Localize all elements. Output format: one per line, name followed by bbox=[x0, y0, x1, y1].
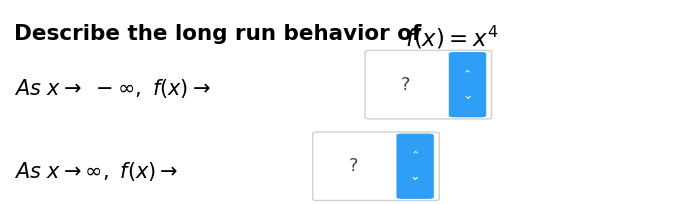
Text: ⌄: ⌄ bbox=[410, 170, 420, 183]
FancyBboxPatch shape bbox=[396, 134, 434, 199]
Text: As $x \rightarrow\ -\infty,\ f(x) \rightarrow$: As $x \rightarrow\ -\infty,\ f(x) \right… bbox=[14, 77, 210, 100]
FancyBboxPatch shape bbox=[449, 52, 486, 117]
Text: $f(x) = x^4$: $f(x) = x^4$ bbox=[405, 24, 498, 52]
Text: ?: ? bbox=[401, 76, 411, 94]
Text: As $x \rightarrow \infty,\ f(x) \rightarrow$: As $x \rightarrow \infty,\ f(x) \rightar… bbox=[14, 160, 178, 183]
Text: ?: ? bbox=[349, 157, 358, 175]
FancyBboxPatch shape bbox=[365, 50, 492, 119]
Text: ⌃: ⌃ bbox=[463, 69, 472, 79]
Text: ⌃: ⌃ bbox=[411, 151, 420, 161]
FancyBboxPatch shape bbox=[313, 132, 439, 201]
Text: Describe the long run behavior of: Describe the long run behavior of bbox=[14, 24, 428, 44]
Text: ⌄: ⌄ bbox=[462, 89, 473, 102]
